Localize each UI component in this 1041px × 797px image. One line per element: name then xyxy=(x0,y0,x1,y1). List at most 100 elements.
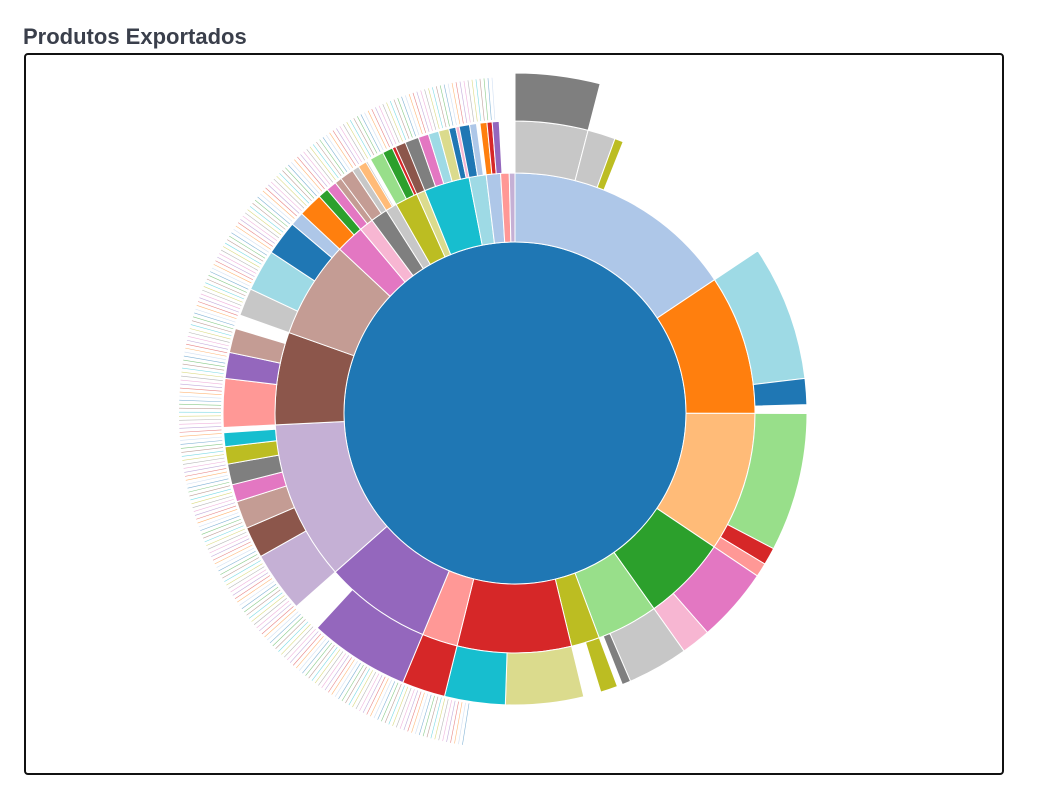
sunburst-fringe-line xyxy=(210,271,249,290)
sunburst-fringe-line xyxy=(285,167,315,199)
sunburst-fringe-line xyxy=(179,391,222,395)
sunburst-segment-5-0[interactable] xyxy=(584,637,619,693)
sunburst-fringe-line xyxy=(407,691,422,732)
sunburst-fringe-line xyxy=(226,563,263,586)
sunburst-fringe-line xyxy=(416,91,430,132)
sunburst-fringe-line xyxy=(244,586,279,613)
sunburst-fringe-line xyxy=(237,222,273,247)
sunburst-fringe-line xyxy=(439,85,450,127)
sunburst-fringe-line xyxy=(220,554,258,575)
sunburst-fringe-line xyxy=(242,215,277,241)
sunburst-fringe-line xyxy=(222,246,260,268)
sunburst-fringe-line xyxy=(211,538,250,557)
sunburst-segment-6[interactable] xyxy=(456,578,573,654)
sunburst-fringe-line xyxy=(302,640,330,674)
sunburst-segment-1-1[interactable] xyxy=(752,377,808,407)
sunburst-fringe-line xyxy=(326,134,351,170)
sunburst-fringe-line xyxy=(305,642,332,676)
sunburst-fringe-line xyxy=(412,92,427,133)
sunburst-segment-4-1[interactable] xyxy=(602,632,632,686)
sunburst-root[interactable] xyxy=(343,241,687,585)
sunburst-segment-8-0[interactable] xyxy=(316,588,424,684)
sunburst-fringe-line xyxy=(388,685,405,725)
sunburst-fringe-line xyxy=(300,154,328,187)
sunburst-fringe-line xyxy=(411,692,425,733)
sunburst-segment-15-0[interactable] xyxy=(357,161,394,212)
sunburst-fringe-line xyxy=(183,355,226,364)
sunburst-fringe-line xyxy=(306,149,334,183)
sunburst-fringe-line xyxy=(265,187,297,217)
sunburst-fringe-line xyxy=(190,488,232,501)
sunburst-fringe-line xyxy=(185,471,228,481)
sunburst-fringe-line xyxy=(370,678,389,717)
sunburst-fringe-line xyxy=(491,77,496,120)
sunburst-fringe-line xyxy=(191,320,233,333)
sunburst-fringe-line xyxy=(179,419,222,421)
sunburst-fringe-line xyxy=(179,433,222,437)
sunburst-segment-0-2[interactable] xyxy=(596,138,624,191)
sunburst-fringe-line xyxy=(235,225,271,250)
sunburst-fringe-line xyxy=(180,436,223,441)
sunburst-fringe-line xyxy=(311,647,338,681)
sunburst-fringe-line xyxy=(362,675,383,713)
sunburst-fringe-line xyxy=(392,686,409,726)
sunburst-fringe-line xyxy=(189,328,231,340)
sunburst-segment-9-6[interactable] xyxy=(223,428,278,448)
sunburst-fringe-line xyxy=(284,626,314,658)
sunburst-fringe-line xyxy=(246,589,281,616)
sunburst-fringe-line xyxy=(308,644,335,679)
sunburst-segment-0-0-0[interactable] xyxy=(514,72,601,131)
sunburst-fringe-line xyxy=(203,522,243,539)
sunburst-fringe-line xyxy=(208,275,247,293)
sunburst-fringe-line xyxy=(202,289,242,306)
sunburst-fringe-line xyxy=(462,703,470,745)
sunburst-fringe-line xyxy=(224,560,261,582)
sunburst-fringe-line xyxy=(386,102,403,142)
sunburst-segment-19-1[interactable] xyxy=(468,122,484,177)
sunburst-fringe-line xyxy=(405,95,420,136)
sunburst-fringe-line xyxy=(349,120,372,157)
sunburst-fringe-line xyxy=(187,336,229,347)
sunburst-fringe-line xyxy=(254,199,288,227)
sunburst-fringe-line xyxy=(408,94,423,135)
sunburst-fringe-line xyxy=(443,84,454,126)
sunburst-fringe-line xyxy=(281,624,311,655)
sunburst-segment-22[interactable] xyxy=(508,172,516,243)
sunburst-fringe-line xyxy=(206,278,246,297)
sunburst-fringe-line xyxy=(244,212,280,239)
sunburst-fringe-line xyxy=(282,170,312,202)
sunburst-fringe-line xyxy=(182,363,225,371)
sunburst-fringe-line xyxy=(334,661,358,697)
sunburst-fringe-line xyxy=(216,547,255,568)
sunburst-fringe-line xyxy=(247,209,282,236)
sunburst-segment-10-2[interactable] xyxy=(228,327,286,364)
sunburst-fringe-line xyxy=(194,312,235,326)
sunburst-fringe-line xyxy=(401,96,416,137)
sunburst-fringe-line xyxy=(367,110,387,149)
sunburst-fringe-line xyxy=(292,633,322,666)
sunburst-fringe-line xyxy=(239,581,275,606)
sunburst-fringe-line xyxy=(237,578,273,603)
sunburst-fringe-line xyxy=(329,132,354,168)
sunburst-fringe-line xyxy=(186,343,228,354)
sunburst-fringe-line xyxy=(328,657,352,693)
sunburst-fringe-line xyxy=(206,528,245,546)
sunburst-fringe-line xyxy=(252,202,286,230)
sunburst-fringe-line xyxy=(203,286,243,303)
sunburst-fringe-line xyxy=(291,162,320,194)
sunburst-fringe-line xyxy=(346,122,369,159)
sunburst-fringe-line xyxy=(418,694,432,736)
sunburst-fringe-line xyxy=(194,502,236,516)
sunburst-fringe-line xyxy=(197,509,238,524)
sunburst-fringe-line xyxy=(319,139,345,174)
sunburst-fringe-line xyxy=(215,260,254,281)
sunburst-fringe-line xyxy=(221,249,259,271)
sunburst-fringe-line xyxy=(233,229,269,253)
sunburst-segment-10-0[interactable] xyxy=(222,377,278,429)
sunburst-fringe-line xyxy=(475,79,482,122)
sunburst-fringe-line xyxy=(424,89,437,130)
sunburst-fringe-line xyxy=(214,544,253,565)
sunburst-fringe-line xyxy=(314,649,341,684)
sunburst-fringe-line xyxy=(240,219,275,244)
sunburst-segment-6-0[interactable] xyxy=(504,645,585,706)
